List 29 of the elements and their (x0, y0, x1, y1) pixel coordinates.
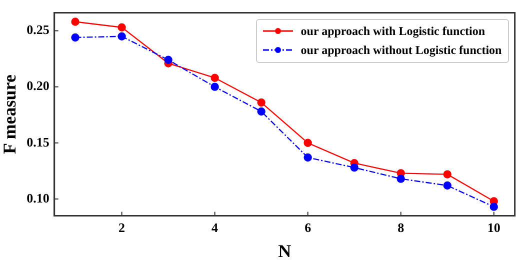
y-tick-label: 0.20 (26, 78, 50, 94)
point (396, 174, 405, 183)
point (257, 107, 266, 116)
y-tick-label: 0.15 (26, 134, 50, 150)
point (443, 170, 452, 178)
point (443, 181, 452, 190)
point (71, 33, 80, 42)
point (71, 18, 80, 26)
point (350, 163, 358, 172)
y-tick-label: 0.10 (26, 190, 50, 206)
x-tick-label: 8 (398, 220, 405, 235)
point (490, 202, 498, 211)
y-axis-title: F measure (0, 74, 20, 154)
point (257, 98, 266, 107)
x-tick-label: 10 (487, 220, 500, 235)
x-axis-title: N (278, 240, 292, 261)
x-tick-label: 6 (304, 220, 312, 235)
legend-label: our approach without Logistic function (300, 42, 502, 58)
legend-label: our approach with Logistic function (300, 24, 486, 39)
point (164, 56, 172, 64)
point (210, 82, 219, 91)
point (210, 74, 219, 82)
point (304, 138, 312, 147)
point (118, 32, 126, 40)
y-tick-label: 0.25 (26, 22, 50, 38)
x-tick-label: 2 (118, 220, 126, 235)
point (118, 23, 126, 32)
x-tick-label: 4 (212, 220, 219, 235)
point (304, 153, 312, 162)
